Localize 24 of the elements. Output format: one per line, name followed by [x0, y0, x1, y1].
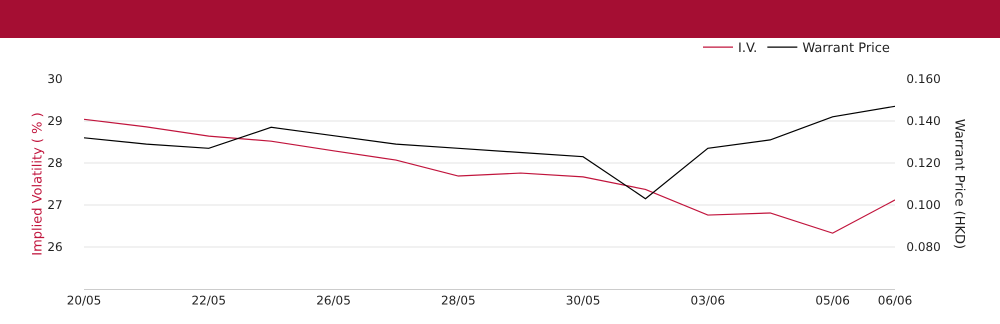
legend-label: Warrant Price	[802, 41, 890, 56]
legend-label: I.V.	[738, 41, 758, 56]
y2-tick-label: 0.160	[906, 72, 941, 86]
y-tick-label: 30	[47, 72, 63, 86]
x-tick-label: 05/06	[815, 293, 850, 308]
x-tick-label: 22/05	[191, 293, 226, 308]
x-tick-label: 26/05	[316, 293, 351, 308]
line-series	[84, 118, 895, 234]
y-tick-label: 29	[47, 114, 63, 128]
y2-axis-title: Warrant Price (HKD)	[951, 118, 966, 250]
x-tick-label: 20/05	[66, 293, 102, 308]
y2-tick-label: 0.100	[906, 198, 941, 212]
y2-tick-label: 0.080	[906, 240, 941, 254]
x-tick-label: 28/05	[441, 293, 476, 308]
y2-tick-label: 0.140	[906, 114, 941, 128]
y-tick-label: 26	[47, 240, 63, 254]
x-tick-label: 06/06	[878, 293, 912, 308]
y2-tick-label: 0.120	[906, 156, 941, 170]
x-tick-label: 03/06	[690, 293, 726, 308]
y-tick-label: 27	[47, 198, 63, 212]
line-series	[84, 106, 895, 200]
y-axis-title: Implied Volatility ( % )	[30, 112, 46, 256]
x-tick-label: 30/05	[566, 293, 600, 308]
y-tick-label: 28	[47, 156, 63, 170]
